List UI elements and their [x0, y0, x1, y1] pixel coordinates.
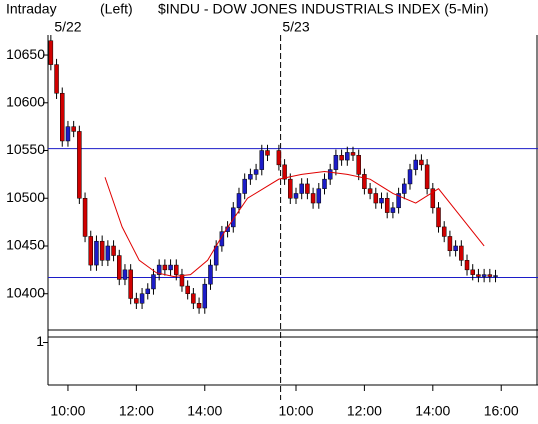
candle-body: [441, 226, 447, 237]
candle-body: [122, 269, 128, 280]
candle-body: [54, 64, 59, 94]
candle-body: [88, 236, 94, 266]
candle-body: [208, 264, 213, 285]
candle-body: [464, 260, 470, 271]
candle-body: [128, 269, 133, 299]
candle-body: [48, 40, 54, 65]
y-tick-label: 10450: [6, 237, 45, 253]
y-tick-label: 10650: [6, 46, 45, 62]
candle-body: [459, 245, 464, 261]
y-tick-label: 10400: [6, 284, 45, 300]
candle-body: [476, 274, 481, 277]
candle-body: [470, 269, 475, 275]
candle-body: [236, 193, 242, 209]
candle-body: [362, 174, 367, 189]
candle-body: [156, 264, 162, 275]
candle-body: [487, 274, 493, 277]
candle-body: [305, 183, 310, 194]
x-tick-label: 10:00: [50, 403, 85, 419]
candle-body: [105, 245, 111, 261]
candle-body: [145, 288, 151, 294]
y-tick-label: 10550: [6, 141, 45, 157]
candle-body: [367, 188, 373, 194]
candle-body: [282, 164, 287, 180]
candle-body: [322, 178, 327, 189]
candle-body: [185, 285, 190, 294]
candle-body: [265, 150, 270, 156]
candle-body: [162, 264, 168, 271]
candle-body: [60, 92, 65, 142]
candle-body: [111, 245, 116, 256]
candle-body: [174, 264, 179, 275]
candle-body: [453, 245, 458, 252]
candle-body: [419, 159, 424, 166]
candle-body: [77, 131, 82, 199]
candle-body: [424, 164, 430, 189]
header-left: Intraday: [6, 1, 57, 17]
candle-body: [82, 198, 88, 237]
y-tick-label: 10500: [6, 189, 45, 205]
candle-body: [168, 264, 173, 271]
candle-body: [310, 193, 316, 204]
candle-body: [481, 274, 487, 277]
candle-body: [65, 126, 71, 142]
candle-body: [333, 155, 339, 170]
candle-body: [316, 188, 322, 204]
candle-body: [134, 298, 139, 304]
candle-body: [396, 193, 401, 209]
candle-body: [356, 155, 361, 175]
x-tick-label: 10:00: [278, 403, 313, 419]
candle-body: [373, 193, 379, 204]
y-tick-label: 10600: [6, 93, 45, 109]
candle-body: [276, 150, 282, 166]
lower-y-tick-label: 1: [36, 333, 44, 349]
candle-body: [413, 159, 418, 170]
candle-body: [493, 275, 498, 277]
candle-body: [71, 126, 76, 132]
x-tick-label: 12:00: [119, 403, 154, 419]
moving-average: [104, 171, 485, 278]
candle-body: [248, 174, 253, 180]
candle-body: [196, 303, 202, 309]
candle-body: [293, 193, 299, 199]
candle-body: [390, 207, 396, 213]
candle-body: [288, 178, 293, 199]
candle-body: [202, 283, 208, 309]
candle-body: [379, 198, 384, 204]
candle-body: [436, 207, 441, 228]
candle-body: [339, 155, 344, 161]
candle-body: [259, 150, 265, 170]
candle-body: [345, 152, 350, 161]
candle-body: [384, 198, 390, 213]
x-tick-label: 12:00: [347, 403, 382, 419]
candle-body: [447, 236, 453, 252]
candle-body: [151, 274, 156, 290]
x-tick-label: 16:00: [484, 403, 519, 419]
candle-body: [179, 274, 185, 287]
day-label: 5/23: [282, 19, 309, 35]
x-tick-label: 14:00: [415, 403, 450, 419]
candle-body: [231, 207, 236, 228]
header-scale: (Left): [100, 1, 133, 17]
candle-body: [327, 169, 333, 180]
candle-body: [407, 169, 413, 185]
candle-body: [117, 255, 122, 280]
candle-body: [350, 152, 356, 156]
day-label: 5/22: [54, 19, 81, 35]
candle-body: [191, 293, 196, 304]
candle-body: [242, 178, 247, 194]
candle-body: [299, 183, 304, 194]
candle-body: [430, 188, 436, 209]
candle-body: [94, 240, 99, 266]
chart-title: $INDU - DOW JONES INDUSTRIALS INDEX (5-M…: [158, 1, 489, 17]
x-tick-label: 14:00: [187, 403, 222, 419]
candle-body: [139, 293, 145, 304]
candle-body: [99, 240, 105, 261]
candle-body: [253, 169, 259, 175]
candle-body: [402, 183, 407, 194]
